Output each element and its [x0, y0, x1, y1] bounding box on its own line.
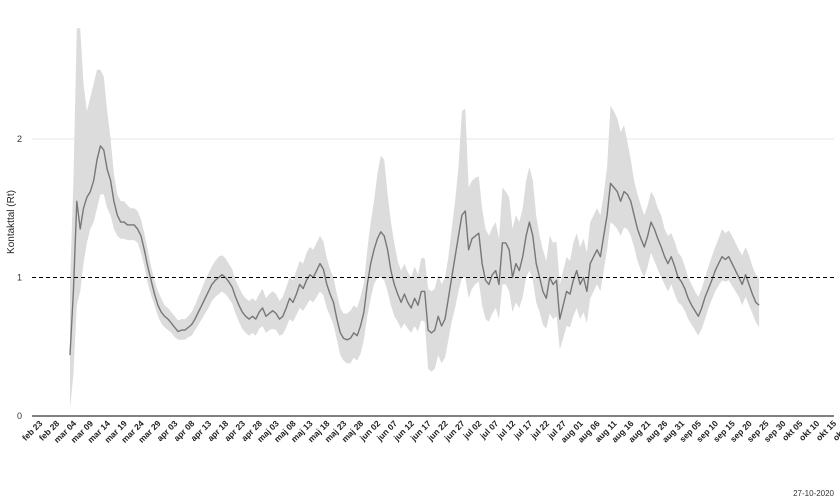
- x-tick-label: jul 17: [511, 418, 534, 441]
- y-axis-label: Kontakttal (Rt): [6, 190, 17, 254]
- x-tick-label: jul 07: [477, 418, 500, 441]
- y-tick-label: 0: [17, 411, 22, 421]
- rt-line: [69, 145, 760, 356]
- rt-line-layer: [69, 145, 760, 356]
- x-tick-label: jul 02: [460, 418, 483, 441]
- y-tick-label: 1: [17, 273, 22, 283]
- y-tick-label: 2: [17, 134, 22, 144]
- x-tick-label: jul 12: [494, 418, 517, 441]
- x-tick-label: okt 20: [831, 418, 840, 443]
- y-axis-ticks: 0 1 2: [17, 134, 22, 421]
- x-tick-label: jul 22: [528, 418, 551, 441]
- confidence-band-layer: [70, 28, 760, 410]
- confidence-band: [70, 28, 760, 410]
- footer-date: 27-10-2020: [793, 489, 834, 498]
